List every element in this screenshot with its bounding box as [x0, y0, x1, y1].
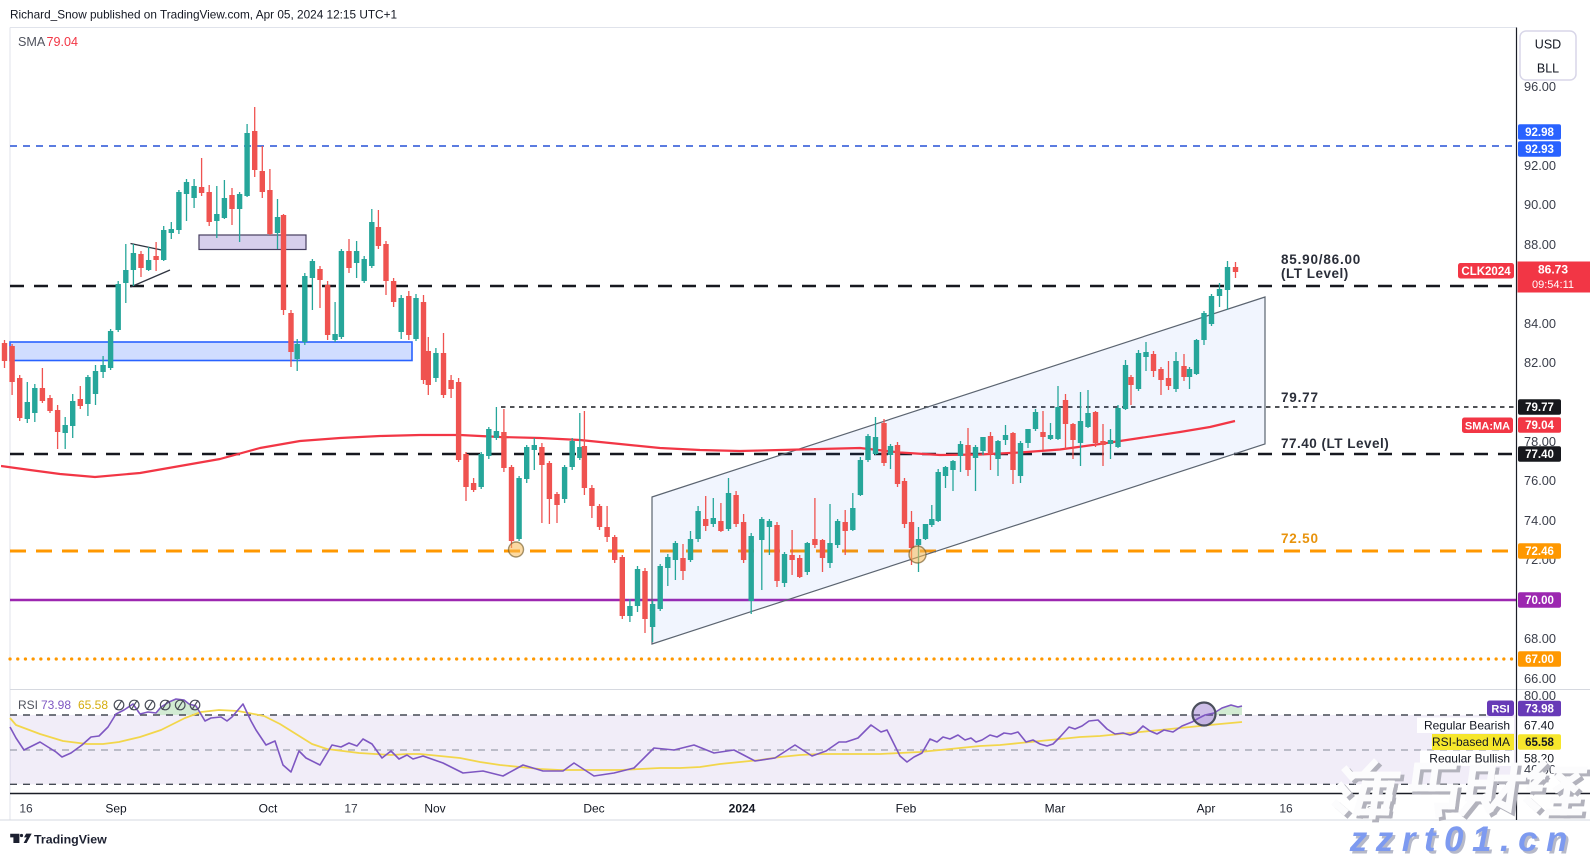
svg-text:68.00: 68.00 [1524, 631, 1556, 646]
svg-text:73.98: 73.98 [1525, 704, 1554, 716]
svg-text:16: 16 [1279, 802, 1293, 816]
svg-text:2024: 2024 [729, 802, 756, 816]
svg-text:73.98: 73.98 [41, 698, 71, 712]
svg-text:92.98: 92.98 [1525, 127, 1554, 139]
svg-text:74.00: 74.00 [1524, 513, 1556, 528]
svg-text:Nov: Nov [424, 802, 445, 816]
svg-text:77.40: 77.40 [1525, 449, 1554, 461]
svg-text:84.00: 84.00 [1524, 316, 1556, 331]
svg-text:76.00: 76.00 [1524, 473, 1556, 488]
svg-text:Apr: Apr [1197, 802, 1216, 816]
svg-text:79.04: 79.04 [1525, 420, 1554, 432]
svg-text:72.50: 72.50 [1281, 531, 1319, 546]
svg-text:09:54:11: 09:54:11 [1532, 279, 1574, 291]
svg-text:79.77: 79.77 [1525, 402, 1554, 414]
svg-text:Richard_Snow published on Trad: Richard_Snow published on TradingView.co… [10, 8, 397, 22]
svg-text:88.00: 88.00 [1524, 237, 1556, 252]
svg-text:65.58: 65.58 [78, 698, 108, 712]
svg-text:RSI: RSI [1491, 704, 1509, 716]
svg-text:CLK2024: CLK2024 [1461, 266, 1511, 278]
svg-text:70.00: 70.00 [1525, 595, 1554, 607]
svg-text:Dec: Dec [583, 802, 604, 816]
svg-text:(LT Level): (LT Level) [1281, 266, 1349, 281]
svg-text:SMA: SMA [18, 35, 46, 49]
svg-text:USD: USD [1535, 38, 1561, 52]
svg-text:92.93: 92.93 [1525, 144, 1554, 156]
svg-text:72.46: 72.46 [1525, 546, 1554, 558]
svg-text:BLL: BLL [1537, 62, 1559, 76]
svg-text:66.00: 66.00 [1524, 671, 1556, 686]
svg-text:82.00: 82.00 [1524, 355, 1556, 370]
svg-text:Oct: Oct [259, 802, 278, 816]
svg-text:90.00: 90.00 [1524, 197, 1556, 212]
svg-text:17: 17 [344, 802, 358, 816]
svg-text:79.77: 79.77 [1281, 390, 1319, 405]
svg-text:86.73: 86.73 [1538, 263, 1568, 277]
svg-text:Regular Bearish: Regular Bearish [1424, 719, 1510, 733]
svg-text:zzrt01.cn: zzrt01.cn [1349, 820, 1576, 857]
svg-text:TradingView: TradingView [34, 833, 107, 847]
svg-text:RSI-based MA: RSI-based MA [1432, 735, 1510, 749]
svg-text:Sep: Sep [105, 802, 127, 816]
svg-text:79.04: 79.04 [47, 35, 79, 49]
svg-text:67.00: 67.00 [1525, 654, 1554, 666]
svg-text:65.58: 65.58 [1525, 737, 1554, 749]
svg-text:96.00: 96.00 [1524, 79, 1556, 94]
svg-text:92.00: 92.00 [1524, 158, 1556, 173]
svg-text:77.40 (LT Level): 77.40 (LT Level) [1281, 436, 1389, 451]
svg-text:16: 16 [19, 802, 33, 816]
svg-text:RSI: RSI [18, 698, 38, 712]
svg-text:67.40: 67.40 [1524, 719, 1554, 733]
svg-text:SMA:MA: SMA:MA [1465, 421, 1510, 433]
svg-text:Feb: Feb [896, 802, 917, 816]
svg-text:Mar: Mar [1045, 802, 1066, 816]
svg-text:85.90/86.00: 85.90/86.00 [1281, 252, 1361, 267]
